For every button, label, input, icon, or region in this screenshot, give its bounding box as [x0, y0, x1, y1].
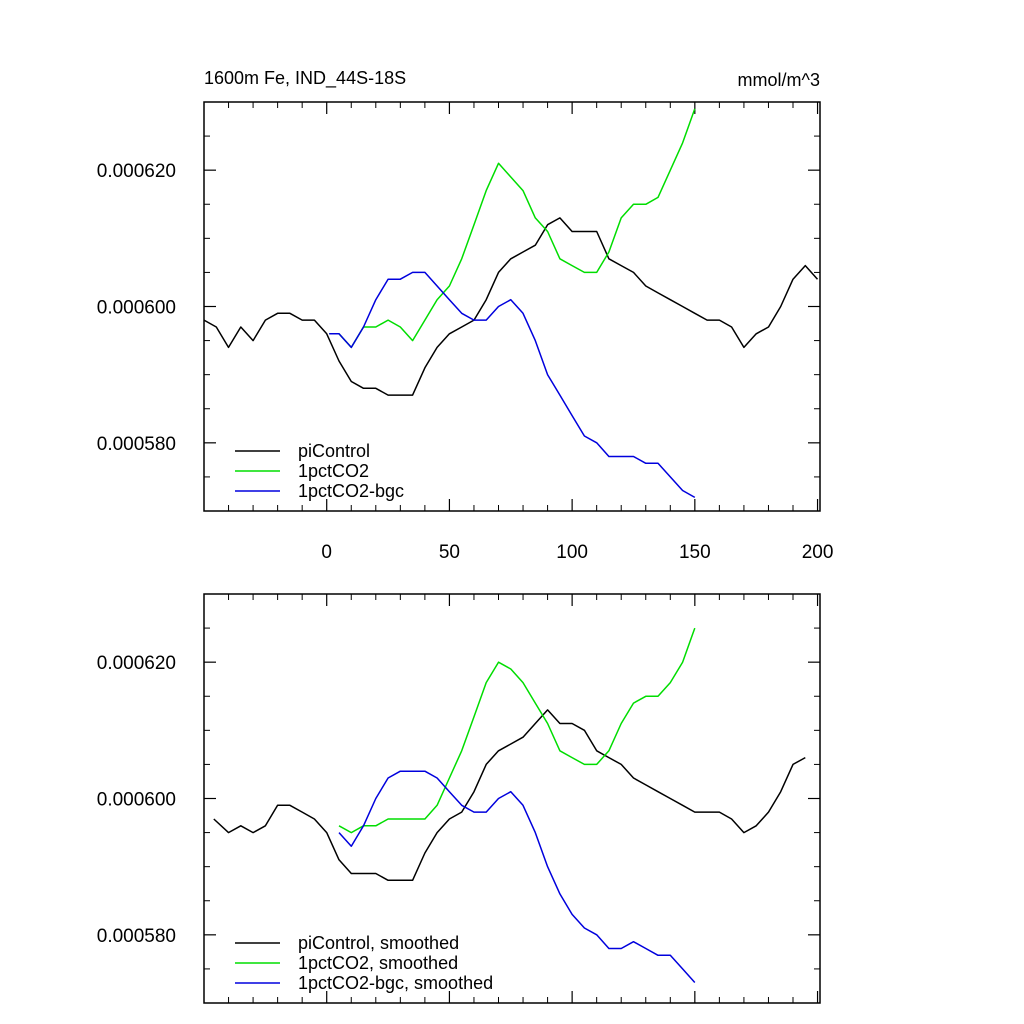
series-line-picontrol	[203, 217, 819, 396]
y-tick-label: 0.000600	[97, 298, 176, 319]
y-tick-label: 0.000600	[97, 790, 176, 811]
series-line-1pctco2-bgc-smoothed	[338, 770, 696, 984]
legend-label: piControl, smoothed	[298, 933, 459, 953]
legend-label: piControl	[298, 441, 370, 461]
x-tick-label: 100	[556, 542, 588, 563]
y-tick-label: 0.000580	[97, 926, 176, 947]
x-tick-label: 50	[439, 542, 460, 563]
legend-label: 1pctCO2	[298, 461, 369, 481]
x-tick-label: 150	[679, 542, 711, 563]
legend-label: 1pctCO2, smoothed	[298, 953, 458, 973]
series-line-picontrol-smoothed	[213, 709, 806, 882]
y-tick-label: 0.000620	[97, 653, 176, 674]
chart-title: 1600m Fe, IND_44S-18S	[204, 68, 406, 89]
x-tick-label: 200	[802, 542, 834, 563]
y-tick-label: 0.000580	[97, 434, 176, 455]
series-line-1pctco2-bgc	[329, 271, 696, 499]
series-line-1pctco2	[329, 108, 696, 349]
legend-label: 1pctCO2-bgc, smoothed	[298, 973, 493, 993]
bottom-panel: 0.000580 0.000600 0.000620 piControl, smoo…	[97, 593, 821, 1004]
top-panel: 0 50 100 150 200 0.000580 0.000600 0.000620 piC…	[97, 101, 834, 563]
series-line-1pctco2-smoothed	[338, 627, 696, 834]
units-label: mmol/m^3	[738, 70, 820, 90]
top-plot-frame	[203, 101, 821, 512]
legend-label: 1pctCO2-bgc	[298, 481, 404, 501]
bottom-plot-frame	[203, 593, 821, 1004]
y-tick-label: 0.000620	[97, 161, 176, 182]
x-tick-label: 0	[321, 542, 332, 563]
